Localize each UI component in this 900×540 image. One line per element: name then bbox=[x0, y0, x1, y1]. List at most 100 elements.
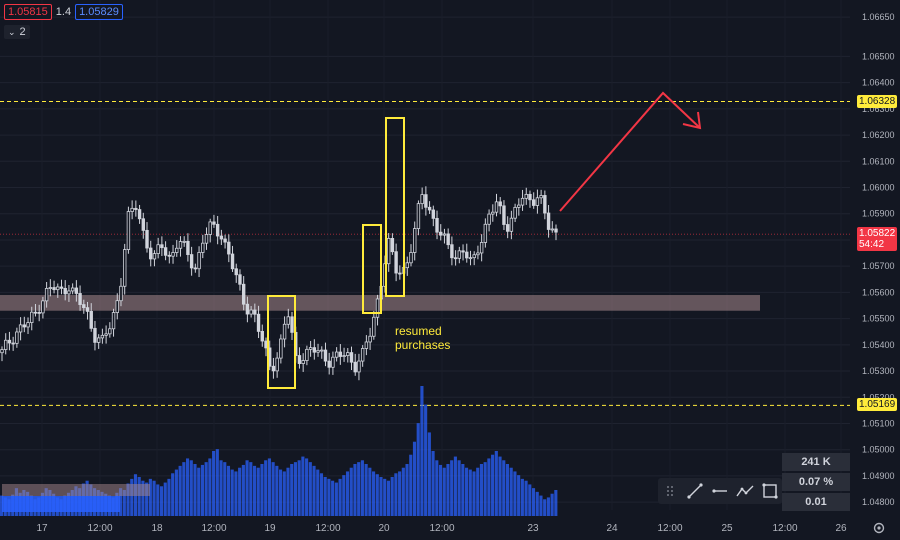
candle bbox=[390, 233, 395, 255]
candle bbox=[327, 352, 331, 375]
candle bbox=[59, 279, 64, 295]
candle bbox=[312, 339, 317, 360]
volume-bar bbox=[312, 465, 316, 516]
candle bbox=[334, 347, 339, 362]
candle bbox=[219, 229, 224, 245]
candle bbox=[413, 221, 417, 261]
time-tick-label: 12:00 bbox=[87, 523, 112, 534]
volume-bar bbox=[360, 460, 364, 516]
candle bbox=[375, 294, 380, 326]
path-icon[interactable] bbox=[735, 481, 755, 501]
candle bbox=[517, 198, 521, 216]
horizontal-ray-icon[interactable] bbox=[710, 481, 730, 501]
volume-bar bbox=[327, 478, 331, 516]
time-axis[interactable]: 17 12:00 18 12:00 19 12:00 20 12:00 23 24 12:00 25 1… bbox=[36, 523, 847, 534]
current-price-value: 1.05822 bbox=[859, 228, 896, 240]
candle bbox=[82, 299, 86, 314]
buy-price-button[interactable]: 1.05829 bbox=[75, 4, 123, 20]
highlight-box-1[interactable] bbox=[267, 295, 296, 389]
annotation-text-line-1[interactable]: resumed bbox=[395, 324, 442, 338]
volume-bar bbox=[297, 460, 301, 516]
volume-bar bbox=[122, 490, 126, 516]
layers-count: 2 bbox=[19, 26, 26, 38]
volume-bar bbox=[0, 495, 4, 516]
price-tick-label: 1.06650 bbox=[862, 12, 895, 22]
candles bbox=[0, 186, 558, 381]
candle bbox=[271, 357, 276, 379]
volume-bar bbox=[368, 467, 372, 516]
volume-bar bbox=[465, 467, 469, 516]
candle bbox=[487, 209, 491, 232]
volume-bar bbox=[226, 465, 231, 516]
candle bbox=[368, 327, 372, 350]
volume-bar bbox=[137, 477, 141, 516]
volume-bar bbox=[252, 465, 257, 516]
time-tick-label: 17 bbox=[36, 523, 48, 534]
time-tick-label: 12:00 bbox=[657, 523, 682, 534]
volume-bar bbox=[249, 462, 253, 516]
drawing-toolbar bbox=[658, 478, 782, 504]
rectangle-select-icon[interactable] bbox=[760, 481, 780, 501]
sell-price-button[interactable]: 1.05815 bbox=[4, 4, 52, 20]
candle bbox=[208, 218, 212, 243]
candle bbox=[149, 240, 153, 267]
candle bbox=[67, 285, 71, 302]
volume-bar bbox=[204, 462, 208, 516]
candle bbox=[175, 240, 179, 257]
highlight-box-3[interactable] bbox=[385, 117, 405, 297]
volume-bar bbox=[424, 404, 428, 516]
trendline-icon[interactable] bbox=[685, 481, 705, 501]
volume-bar bbox=[453, 456, 457, 516]
forecast-arrow[interactable] bbox=[559, 91, 701, 212]
volume-bar bbox=[513, 471, 517, 516]
candle bbox=[543, 190, 547, 220]
price-axis[interactable]: 1.06650 1.06500 1.06400 1.06300 1.06200 1.061… bbox=[862, 12, 895, 507]
volume-bar bbox=[472, 471, 476, 516]
candle bbox=[435, 210, 439, 240]
annotation-text-line-2[interactable]: purchases bbox=[395, 338, 450, 352]
volume-bar bbox=[524, 480, 528, 516]
candle bbox=[212, 214, 216, 228]
volume-bar bbox=[145, 482, 149, 516]
candle bbox=[193, 263, 198, 273]
volume-bar bbox=[223, 462, 227, 516]
volume-bar bbox=[386, 480, 390, 516]
volume-bar bbox=[479, 464, 483, 516]
time-tick-label: 18 bbox=[151, 523, 163, 534]
candle bbox=[171, 244, 175, 264]
spread-value: 1.4 bbox=[55, 6, 72, 18]
volume-bar bbox=[539, 495, 543, 516]
candle bbox=[424, 186, 428, 216]
price-tick-label: 1.05500 bbox=[862, 314, 895, 324]
price-tick-label: 1.06400 bbox=[862, 78, 895, 88]
volume-bar bbox=[487, 458, 491, 516]
candle bbox=[528, 190, 532, 208]
volume-bar bbox=[215, 449, 219, 516]
volume-bar bbox=[230, 469, 234, 516]
candle bbox=[52, 280, 56, 294]
candle bbox=[0, 346, 4, 362]
candle bbox=[479, 234, 484, 262]
candle bbox=[439, 224, 443, 241]
volume-bar bbox=[543, 499, 547, 516]
candle bbox=[122, 243, 127, 295]
candle bbox=[539, 189, 543, 204]
resistance-price-label: 1.06328 bbox=[857, 94, 898, 108]
volume-bar bbox=[293, 462, 297, 516]
volume-bar bbox=[186, 458, 190, 516]
volume-bar bbox=[420, 386, 424, 516]
gear-icon[interactable] bbox=[872, 521, 886, 535]
candle bbox=[308, 340, 313, 357]
highlight-box-2[interactable] bbox=[362, 224, 382, 314]
candle bbox=[290, 311, 294, 341]
candle bbox=[505, 216, 510, 239]
candle bbox=[41, 296, 45, 319]
drag-handle-icon[interactable] bbox=[660, 481, 680, 501]
layers-toggle[interactable]: ⌄ 2 bbox=[4, 25, 30, 39]
volume-bar bbox=[550, 493, 554, 516]
volume-bar bbox=[502, 460, 506, 516]
volume-bar bbox=[412, 441, 417, 516]
bar-countdown: 54:42 bbox=[859, 239, 885, 251]
candle bbox=[134, 200, 138, 217]
